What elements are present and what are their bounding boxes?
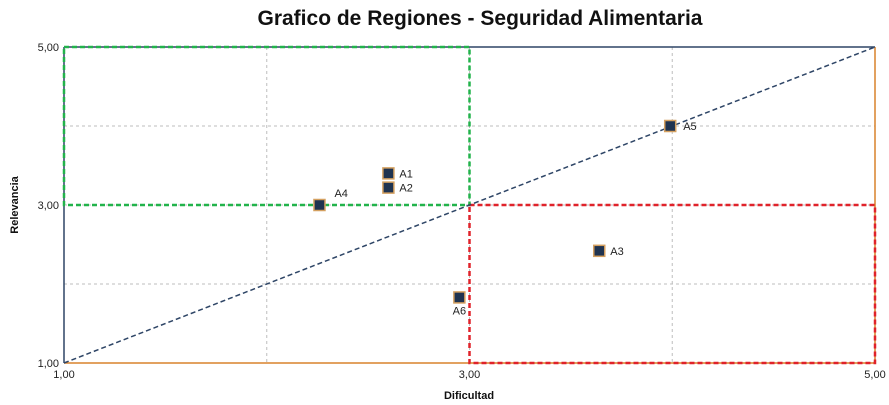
point-label-a4: A4 (334, 188, 347, 200)
diagonal-line-group (63, 46, 876, 364)
point-label-a2: A2 (399, 183, 412, 195)
tick-labels: 1,00 3,00 5,00 1,00 3,00 5,00 (38, 42, 886, 381)
point-label-a1: A1 (399, 168, 412, 180)
x-tick-label: 3,00 (459, 369, 480, 381)
green-region (62, 45, 471, 207)
point-label-a3: A3 (610, 246, 623, 258)
red-region (468, 203, 877, 365)
x-tick-label: 1,00 (53, 369, 74, 381)
y-tick-label: 1,00 (38, 358, 59, 370)
chart-title: Grafico de Regiones - Seguridad Alimenta… (258, 7, 703, 30)
y-tick-label: 5,00 (38, 42, 59, 54)
regions (62, 45, 877, 365)
diagonal-line (63, 46, 876, 364)
y-axis-label: Relevancia (9, 175, 21, 233)
data-points: A1 A2 A3 A4 A5 A6 (313, 119, 697, 317)
x-tick-label: 5,00 (864, 369, 885, 381)
data-point-a2 (382, 181, 395, 194)
x-axis-label: Dificultad (444, 390, 494, 402)
data-point-a3 (593, 244, 606, 258)
y-tick-label: 3,00 (38, 200, 59, 212)
point-label-a6: A6 (453, 305, 466, 317)
data-point-a4 (313, 198, 326, 212)
data-point-a1 (382, 167, 395, 180)
data-point-a6 (453, 291, 466, 304)
data-point-a5 (663, 119, 677, 133)
point-label-a5: A5 (683, 121, 696, 133)
